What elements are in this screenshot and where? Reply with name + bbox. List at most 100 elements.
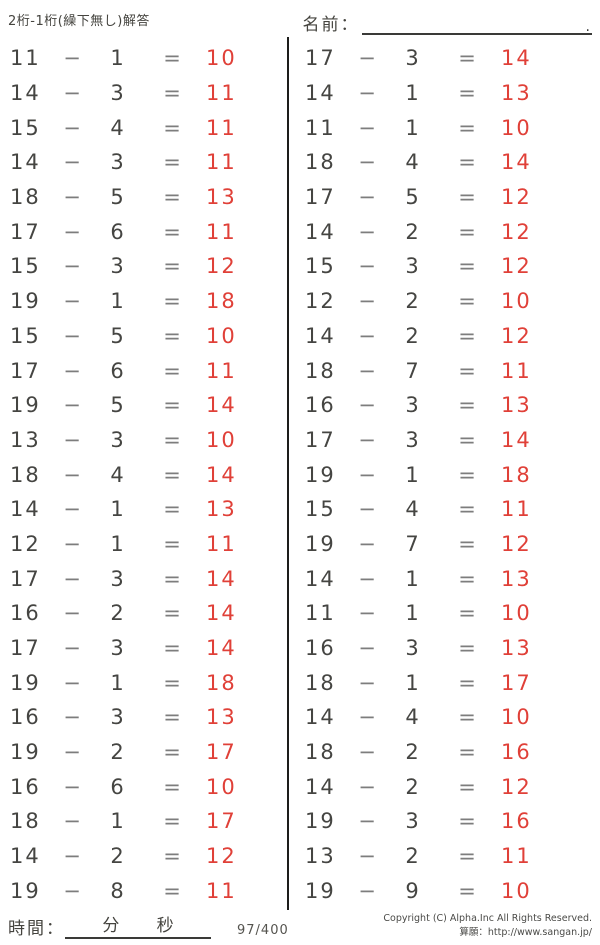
equals-sign: = — [163, 601, 181, 626]
equals-sign: = — [163, 185, 181, 210]
minuend: 14 — [305, 219, 336, 244]
answer: 12 — [501, 323, 532, 348]
minus-sign: − — [358, 844, 376, 869]
problem-row: 15 − 3 = 12 — [295, 249, 600, 284]
page-title: 2桁-1桁(繰下無し)解答 — [8, 14, 150, 29]
answer: 12 — [501, 219, 532, 244]
subtrahend: 1 — [405, 81, 421, 106]
equals-sign: = — [458, 185, 476, 210]
minus-sign: − — [63, 740, 81, 765]
minuend: 14 — [305, 81, 336, 106]
name-field: 名前： . — [303, 10, 592, 35]
time-field: 時間： 分 秒 — [8, 911, 211, 939]
subtrahend: 3 — [110, 81, 126, 106]
minuend: 18 — [305, 740, 336, 765]
answer: 13 — [501, 81, 532, 106]
subtrahend: 1 — [405, 670, 421, 695]
minuend: 19 — [10, 670, 41, 695]
minuend: 18 — [305, 150, 336, 175]
equals-sign: = — [458, 219, 476, 244]
answer: 17 — [206, 809, 237, 834]
minuend: 19 — [10, 393, 41, 418]
minus-sign: − — [63, 878, 81, 903]
minuend: 17 — [10, 358, 41, 383]
equals-sign: = — [458, 705, 476, 730]
minus-sign: − — [63, 393, 81, 418]
minutes-label: 分 — [102, 916, 120, 936]
equals-sign: = — [458, 427, 476, 452]
problem-row: 19 − 7 = 12 — [295, 527, 600, 562]
subtrahend: 1 — [110, 497, 126, 522]
equals-sign: = — [163, 427, 181, 452]
time-blank-line: 分 秒 — [65, 911, 211, 939]
minus-sign: − — [358, 393, 376, 418]
minus-sign: − — [358, 705, 376, 730]
equals-sign: = — [163, 219, 181, 244]
minus-sign: − — [63, 46, 81, 71]
problem-row: 12 − 1 = 11 — [0, 527, 287, 562]
answer: 10 — [501, 289, 532, 314]
problem-row: 17 − 3 = 14 — [295, 423, 600, 458]
equals-sign: = — [458, 774, 476, 799]
equals-sign: = — [458, 636, 476, 661]
minus-sign: − — [358, 740, 376, 765]
equals-sign: = — [458, 254, 476, 279]
problem-row: 17 − 6 = 11 — [0, 353, 287, 388]
minuend: 15 — [10, 323, 41, 348]
minus-sign: − — [358, 601, 376, 626]
subtrahend: 1 — [110, 531, 126, 556]
subtrahend: 7 — [405, 358, 421, 383]
answer: 13 — [501, 393, 532, 418]
subtrahend: 9 — [405, 878, 421, 903]
equals-sign: = — [458, 844, 476, 869]
equals-sign: = — [458, 497, 476, 522]
answer: 14 — [206, 601, 237, 626]
problem-row: 17 − 6 = 11 — [0, 214, 287, 249]
minuend: 11 — [305, 601, 336, 626]
subtrahend: 3 — [405, 809, 421, 834]
minuend: 16 — [10, 774, 41, 799]
minus-sign: − — [358, 150, 376, 175]
subtrahend: 2 — [110, 844, 126, 869]
problems-column-left: 11 − 1 = 10 14 − 3 = 11 15 − 4 = 11 14 −… — [0, 37, 287, 911]
answer: 14 — [206, 566, 237, 591]
minuend: 16 — [305, 393, 336, 418]
subtrahend: 6 — [110, 219, 126, 244]
minus-sign: − — [358, 531, 376, 556]
subtrahend: 4 — [405, 497, 421, 522]
copyright-line2: 算願：http://www.sangan.jp/ — [459, 926, 592, 938]
subtrahend: 3 — [110, 150, 126, 175]
equals-sign: = — [163, 705, 181, 730]
minuend: 14 — [305, 323, 336, 348]
equals-sign: = — [458, 566, 476, 591]
problem-row: 14 − 2 = 12 — [295, 769, 600, 804]
problem-row: 19 − 9 = 10 — [295, 874, 600, 909]
subtrahend: 2 — [405, 774, 421, 799]
answer: 11 — [501, 844, 532, 869]
equals-sign: = — [458, 150, 476, 175]
equals-sign: = — [458, 393, 476, 418]
answer: 12 — [501, 531, 532, 556]
subtrahend: 3 — [405, 46, 421, 71]
minus-sign: − — [358, 566, 376, 591]
minus-sign: − — [358, 46, 376, 71]
footer: 時間： 分 秒 97/400 Copyright (C) Alpha.Inc A… — [0, 907, 600, 945]
answer: 11 — [206, 115, 237, 140]
problem-row: 14 − 2 = 12 — [0, 839, 287, 874]
subtrahend: 1 — [405, 462, 421, 487]
answer: 14 — [206, 393, 237, 418]
answer: 18 — [501, 462, 532, 487]
subtrahend: 3 — [110, 254, 126, 279]
minus-sign: − — [63, 462, 81, 487]
minus-sign: − — [63, 115, 81, 140]
minuend: 11 — [10, 46, 41, 71]
subtrahend: 3 — [405, 254, 421, 279]
subtrahend: 4 — [405, 705, 421, 730]
header: 2桁-1桁(繰下無し)解答 名前： . — [0, 0, 600, 37]
equals-sign: = — [458, 46, 476, 71]
subtrahend: 1 — [110, 809, 126, 834]
minuend: 11 — [305, 115, 336, 140]
answer: 14 — [206, 462, 237, 487]
problem-row: 18 − 1 = 17 — [295, 665, 600, 700]
problem-row: 17 − 5 = 12 — [295, 180, 600, 215]
